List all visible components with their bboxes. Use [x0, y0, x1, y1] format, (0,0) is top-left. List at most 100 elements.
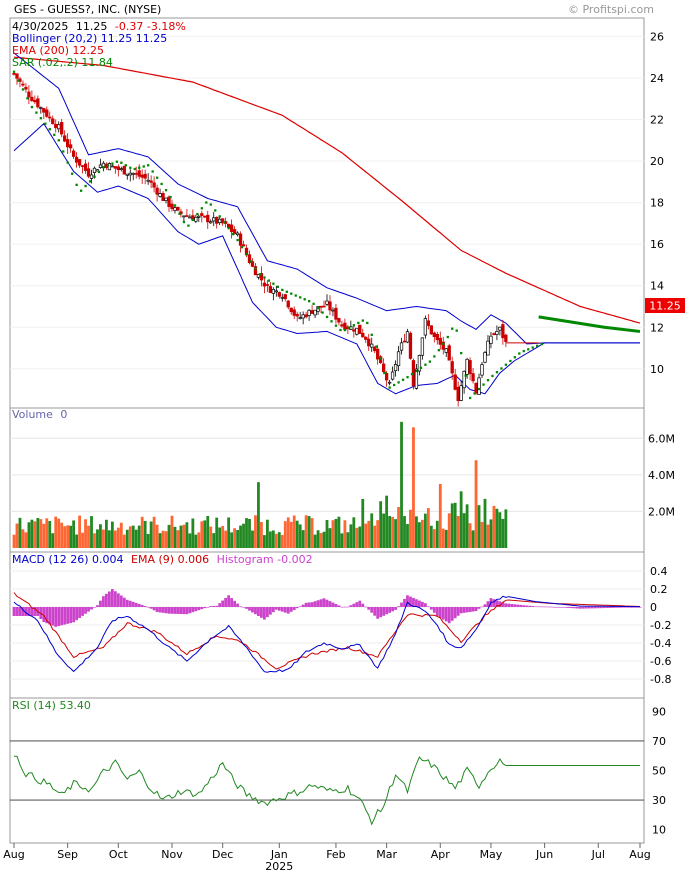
volume-bar: [438, 484, 442, 548]
macd-histogram-bar: [218, 603, 222, 607]
volume-tick-label: 6.0M: [648, 432, 675, 445]
macd-histogram-bar: [30, 607, 34, 616]
macd-histogram-bar: [576, 607, 579, 609]
price-candle: [215, 216, 219, 229]
price-candle: [414, 363, 419, 390]
sar-dot: [57, 139, 60, 142]
volume-bar: [325, 520, 329, 548]
macd-histogram-bar: [522, 605, 526, 607]
macd-histogram-bar: [385, 607, 389, 615]
macd-histogram-bar: [221, 600, 225, 607]
macd-histogram-bar: [331, 602, 335, 607]
macd-histogram-bar: [283, 607, 287, 613]
chart-title: GES - GUESS?, INC. (NYSE): [14, 3, 162, 16]
x-month-label: Jun: [535, 848, 553, 861]
macd-histogram-bar: [84, 607, 87, 614]
macd-histogram-bar: [295, 607, 299, 609]
macd-histogram-bar: [161, 607, 165, 613]
sar-dot: [205, 201, 208, 204]
macd-histogram-bar: [239, 606, 242, 607]
macd-histogram-bar: [248, 607, 251, 611]
price-candle: [292, 306, 296, 320]
macd-histogram-bar: [277, 607, 281, 611]
macd-histogram-bar: [251, 607, 254, 613]
volume-bar: [456, 515, 460, 548]
volume-bar: [54, 516, 58, 548]
price-candle: [21, 80, 25, 87]
macd-histogram-bar: [456, 607, 460, 616]
macd-histogram-bar: [66, 607, 70, 624]
quote-change: -0.37 -3.18%: [114, 20, 186, 33]
macd-histogram-bar: [45, 607, 49, 624]
volume-bar: [391, 516, 394, 548]
rsi-tick-label: 10: [652, 824, 666, 837]
volume-bar: [173, 526, 177, 548]
macd-histogram-bar: [492, 599, 496, 607]
volume-bar: [358, 526, 362, 548]
volume-bar: [239, 525, 242, 548]
price-candle: [429, 325, 433, 335]
macd-histogram-bar: [304, 602, 308, 607]
volume-bar: [412, 427, 415, 548]
price-candle: [131, 172, 135, 181]
macd-histogram-bar: [328, 601, 332, 607]
volume-bar: [304, 515, 308, 548]
price-candle: [277, 291, 281, 299]
price-candle: [474, 382, 478, 395]
sar-dot: [17, 79, 20, 82]
macd-histogram-bar: [593, 607, 597, 609]
volume-bar: [349, 524, 353, 548]
sar-dot: [343, 328, 347, 332]
volume-bar: [143, 520, 147, 548]
ema200-line: [13, 56, 641, 324]
macd-histogram-bar: [99, 600, 102, 607]
quote-price: 11.25: [75, 20, 108, 33]
price-candle: [262, 276, 267, 294]
volume-bar: [447, 513, 451, 548]
macd-histogram-bar: [450, 607, 454, 621]
rsi-tick-label: 50: [652, 765, 666, 778]
volume-bar: [221, 525, 225, 548]
volume-bar: [367, 520, 371, 548]
price-candle: [125, 173, 129, 180]
volume-bar: [105, 519, 108, 548]
volume-bar: [134, 529, 138, 548]
price-panel: 26 24 22 20 18 16 14 12 10: [9, 17, 664, 409]
macd-histogram-bar: [400, 602, 403, 607]
sar-dot: [460, 351, 463, 355]
macd-histogram-bar: [447, 607, 451, 624]
price-candle: [271, 287, 275, 301]
sar-dot: [401, 378, 405, 381]
macd-histogram-bar: [128, 600, 132, 607]
price-candle: [229, 219, 234, 239]
macd-histogram-bar: [519, 604, 523, 607]
sar-dot: [491, 374, 494, 378]
macd-histogram-bar: [155, 607, 159, 613]
macd-histogram-bar: [146, 607, 150, 608]
volume-bar: [99, 524, 102, 548]
macd-histogram-bar: [203, 607, 207, 609]
price-candle: [89, 169, 94, 184]
volume-bar: [313, 534, 317, 548]
macd-histogram-bar: [60, 607, 64, 626]
volume-bar: [489, 519, 493, 548]
macd-histogram-bar: [578, 607, 582, 609]
macd-panel: 0.4 0.2 0 -0.2 -0.4 -0.6 -0.8: [9, 551, 671, 699]
volume-bar: [140, 516, 144, 548]
quote-date: 4/30/2025: [12, 20, 69, 33]
volume-bar: [423, 513, 427, 548]
volume-bar: [409, 509, 412, 548]
volume-bar: [334, 518, 338, 548]
macd-histogram-bar: [257, 607, 260, 616]
volume-bar: [310, 518, 314, 548]
x-month-label: Feb: [326, 848, 345, 861]
volume-bar: [131, 525, 135, 548]
sar-dot: [339, 328, 342, 332]
price-candle: [66, 133, 70, 154]
macd-histogram-bar: [87, 607, 90, 612]
volume-bar: [51, 533, 55, 548]
macd-histogram-bar: [355, 602, 359, 607]
macd-histogram-bar: [173, 607, 177, 614]
macd-histogram-bar: [581, 607, 585, 609]
